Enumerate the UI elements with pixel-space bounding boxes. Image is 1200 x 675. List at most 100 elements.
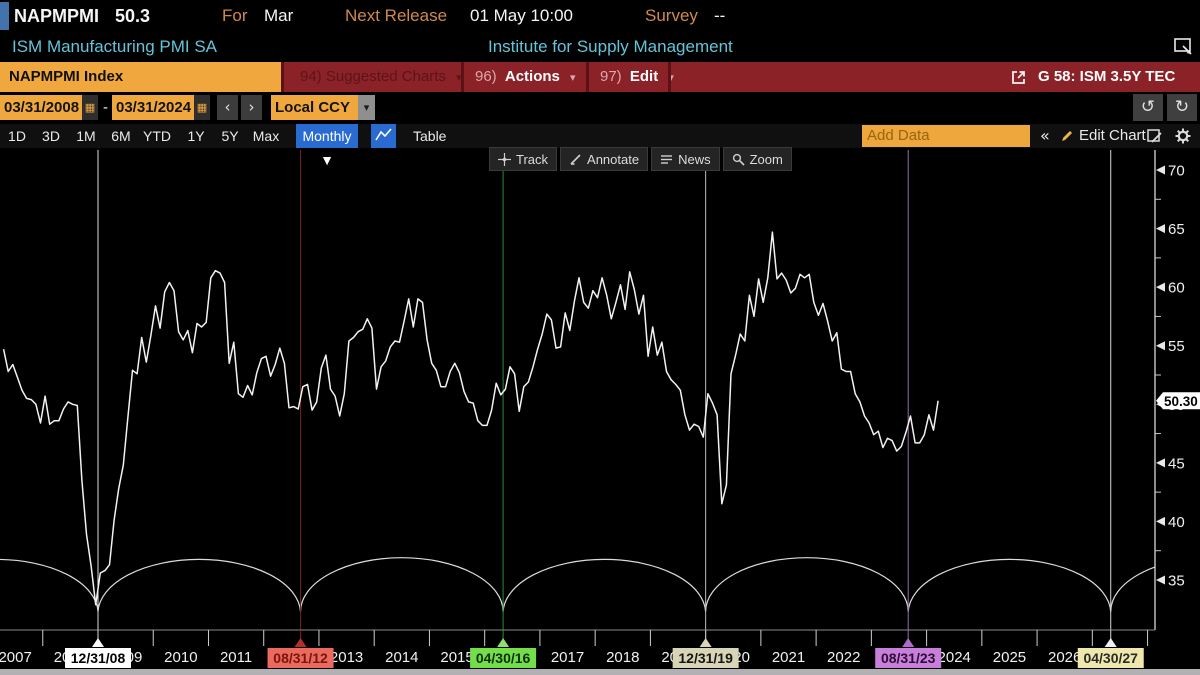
y-tick-label: 45 — [1168, 455, 1185, 472]
chevron-down-icon: ▾ — [570, 71, 576, 84]
for-value: Mar — [264, 6, 294, 25]
x-year-label: 2026 — [1048, 649, 1081, 666]
annotate-label: Annotate — [587, 151, 640, 167]
menu-suggested-charts[interactable]: 94) Suggested Charts ▾ — [300, 62, 462, 92]
y-tick-arrow — [1156, 516, 1165, 526]
security-name: ISM Manufacturing PMI SA — [12, 37, 218, 56]
event-date-box[interactable] — [267, 648, 334, 668]
chart-canvas[interactable]: 354045505560657050.302007200820092010201… — [0, 148, 1200, 675]
table-button[interactable]: Table — [413, 128, 447, 144]
date-dash: - — [103, 99, 108, 116]
next-release-value: 01 May 10:00 — [470, 6, 574, 25]
pencil-icon — [1060, 128, 1075, 143]
edit-chart-button[interactable]: Edit Chart — [1079, 127, 1146, 144]
add-data-input[interactable]: Add Data — [862, 125, 1030, 147]
event-date-box[interactable] — [65, 648, 131, 668]
x-year-label: 2021 — [772, 649, 805, 666]
menu-suggested-num: 94) — [300, 68, 322, 85]
menu-separator — [586, 62, 589, 92]
event-date-box[interactable] — [875, 648, 942, 668]
x-year-label: 2011 — [220, 649, 252, 666]
security-input[interactable]: NAPMPMI Index — [0, 62, 281, 92]
y-tick-label: 40 — [1168, 514, 1185, 531]
y-tick-arrow — [1156, 458, 1165, 468]
export-chart-icon[interactable] — [1010, 69, 1027, 86]
redo-button[interactable]: ↻ — [1167, 94, 1197, 121]
ticker: NAPMPMI — [14, 6, 99, 26]
y-tick-label: 60 — [1168, 280, 1185, 297]
x-year-label: 2025 — [993, 649, 1026, 666]
range-1m[interactable]: 1M — [76, 128, 96, 144]
x-year-label: 2007 — [0, 649, 32, 666]
chart-tag: G 58: ISM 3.5Y TEC — [1038, 68, 1176, 85]
menu-edit-label: Edit — [629, 68, 659, 85]
currency-caret-icon[interactable]: ▾ — [358, 95, 375, 120]
range-6m[interactable]: 6M — [111, 128, 131, 144]
menu-bar: NAPMPMI Index 94) Suggested Charts ▾ 96)… — [0, 62, 1200, 92]
next-release-label: Next Release — [345, 6, 448, 25]
menu-suggested-label: Suggested Charts — [325, 68, 446, 85]
range-ytd[interactable]: YTD — [143, 128, 171, 144]
event-triangle-icon — [497, 638, 510, 647]
range-1y[interactable]: 1Y — [187, 128, 205, 144]
event-date-box[interactable] — [1077, 648, 1144, 668]
chart-settings-icon[interactable] — [1146, 127, 1164, 145]
shift-back-button[interactable]: ‹ — [217, 95, 238, 120]
y-tick-label: 65 — [1168, 221, 1185, 238]
cycle-arcs — [0, 557, 1155, 612]
menu-actions[interactable]: 96) Actions ▾ — [475, 62, 576, 92]
event-triangle-icon — [699, 638, 712, 647]
event-triangle-icon — [902, 638, 915, 647]
news-icon — [661, 154, 673, 164]
calendar-icon[interactable]: ▦ — [194, 95, 210, 120]
start-date-input[interactable]: 03/31/2008 — [0, 95, 90, 120]
undo-button[interactable]: ↺ — [1133, 94, 1163, 121]
x-year-label: 2014 — [385, 649, 418, 666]
zoom-magnifier-icon — [732, 153, 745, 166]
event-date-box[interactable] — [470, 648, 537, 668]
chevron-down-icon: ▾ — [456, 71, 462, 84]
annotate-pencil-icon — [570, 153, 581, 165]
menu-edit[interactable]: 97) Edit ▾ — [600, 62, 674, 92]
x-year-label: 2010 — [164, 649, 197, 666]
y-tick-arrow — [1156, 341, 1165, 351]
track-label: Track — [516, 151, 549, 167]
menu-separator — [668, 62, 671, 92]
event-triangle-icon — [294, 638, 307, 647]
event-date-box[interactable] — [672, 648, 739, 668]
x-year-label: 2024 — [938, 649, 971, 666]
event-date-label: 12/31/19 — [678, 650, 733, 666]
news-button[interactable]: News — [651, 147, 720, 171]
currency-select[interactable]: Local CCY — [271, 95, 366, 120]
for-label: For — [222, 6, 248, 25]
end-date-input[interactable]: 03/31/2024 — [112, 95, 202, 120]
news-label: News — [678, 151, 711, 167]
y-tick-label: 70 — [1168, 163, 1185, 180]
zoom-button[interactable]: Zoom — [722, 147, 792, 171]
y-tick-label: 35 — [1168, 572, 1185, 589]
annotate-button[interactable]: Annotate — [560, 147, 649, 171]
gear-icon[interactable] — [1174, 127, 1192, 145]
period-toolbar: 1D 3D 1M 6M YTD 1Y 5Y Max Monthly ▼ Tabl… — [0, 124, 1200, 168]
date-range-row: 03/31/2008 ▦ - 03/31/2024 ▦ ‹ › Local CC… — [0, 92, 1200, 124]
track-button[interactable]: Track — [489, 147, 558, 171]
chevron-down-icon: ▾ — [668, 71, 674, 84]
range-max[interactable]: Max — [252, 128, 280, 144]
calendar-icon[interactable]: ▦ — [82, 95, 98, 120]
last-value: 50.3 — [115, 6, 151, 26]
event-date-label: 12/31/08 — [71, 650, 126, 666]
range-3d[interactable]: 3D — [42, 128, 60, 144]
menu-actions-num: 96) — [475, 68, 497, 85]
shift-forward-button[interactable]: › — [241, 95, 262, 120]
screen-grab-icon[interactable] — [1172, 35, 1196, 59]
range-1d[interactable]: 1D — [8, 128, 26, 144]
frequency-select[interactable]: Monthly ▼ — [296, 124, 358, 168]
event-triangle-icon — [92, 638, 104, 647]
collapse-panel-button[interactable]: « — [1040, 126, 1050, 145]
x-year-label: 2015 — [440, 649, 473, 666]
menu-separator — [461, 62, 464, 92]
cursor-field-marker — [0, 2, 9, 30]
line-chart-icon[interactable] — [371, 124, 396, 148]
range-5y[interactable]: 5Y — [221, 128, 239, 144]
